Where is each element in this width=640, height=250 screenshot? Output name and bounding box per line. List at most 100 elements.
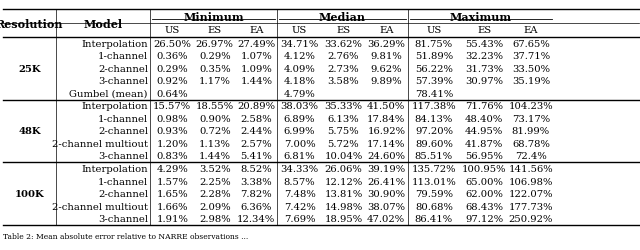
Text: 0.29%: 0.29%	[156, 64, 188, 74]
Text: 81.75%: 81.75%	[415, 40, 453, 48]
Text: 15.57%: 15.57%	[153, 102, 191, 111]
Text: 4.79%: 4.79%	[284, 90, 316, 98]
Text: 4.29%: 4.29%	[156, 164, 188, 173]
Text: 71.76%: 71.76%	[465, 102, 503, 111]
Text: 1.91%: 1.91%	[156, 214, 188, 223]
Text: 20.89%: 20.89%	[237, 102, 275, 111]
Text: 106.98%: 106.98%	[509, 177, 553, 186]
Text: 41.87%: 41.87%	[465, 140, 503, 148]
Text: 18.55%: 18.55%	[196, 102, 234, 111]
Text: 25K: 25K	[18, 64, 41, 74]
Text: 1.66%: 1.66%	[156, 202, 188, 211]
Text: 122.07%: 122.07%	[509, 189, 553, 198]
Text: 1.13%: 1.13%	[199, 140, 230, 148]
Text: 3.52%: 3.52%	[199, 164, 230, 173]
Text: 33.50%: 33.50%	[512, 64, 550, 74]
Text: 36.29%: 36.29%	[367, 40, 405, 48]
Text: 1.20%: 1.20%	[156, 140, 188, 148]
Text: 1.44%: 1.44%	[199, 152, 231, 161]
Text: Median: Median	[319, 12, 366, 22]
Text: 48K: 48K	[18, 127, 41, 136]
Text: 9.62%: 9.62%	[371, 64, 402, 74]
Text: 1.44%: 1.44%	[241, 77, 273, 86]
Text: US: US	[292, 26, 307, 35]
Text: 6.81%: 6.81%	[284, 152, 316, 161]
Text: 12.34%: 12.34%	[237, 214, 275, 223]
Text: 26.06%: 26.06%	[324, 164, 362, 173]
Text: 0.36%: 0.36%	[156, 52, 188, 61]
Text: 26.97%: 26.97%	[196, 40, 234, 48]
Text: 7.82%: 7.82%	[241, 189, 272, 198]
Text: 79.59%: 79.59%	[415, 189, 453, 198]
Text: 10.04%: 10.04%	[324, 152, 362, 161]
Text: 0.93%: 0.93%	[156, 127, 188, 136]
Text: 1.09%: 1.09%	[241, 64, 272, 74]
Text: 1.07%: 1.07%	[241, 52, 272, 61]
Text: Interpolation: Interpolation	[81, 164, 148, 173]
Text: 86.41%: 86.41%	[415, 214, 453, 223]
Text: 5.41%: 5.41%	[241, 152, 272, 161]
Text: 100K: 100K	[15, 189, 44, 198]
Text: 2.57%: 2.57%	[241, 140, 272, 148]
Text: EA: EA	[524, 26, 538, 35]
Text: 37.71%: 37.71%	[512, 52, 550, 61]
Text: 7.69%: 7.69%	[284, 214, 316, 223]
Text: 1-channel: 1-channel	[98, 114, 148, 124]
Text: 65.00%: 65.00%	[465, 177, 503, 186]
Text: 1-channel: 1-channel	[98, 177, 148, 186]
Text: 27.49%: 27.49%	[237, 40, 275, 48]
Text: 2.98%: 2.98%	[199, 214, 230, 223]
Text: 0.72%: 0.72%	[199, 127, 230, 136]
Text: 2.44%: 2.44%	[241, 127, 272, 136]
Text: 13.81%: 13.81%	[324, 189, 362, 198]
Text: 2.28%: 2.28%	[199, 189, 230, 198]
Text: 38.07%: 38.07%	[367, 202, 405, 211]
Text: 35.33%: 35.33%	[324, 102, 362, 111]
Text: 2.73%: 2.73%	[328, 64, 359, 74]
Text: 97.12%: 97.12%	[465, 214, 503, 223]
Text: 1.17%: 1.17%	[199, 77, 230, 86]
Text: 33.62%: 33.62%	[324, 40, 362, 48]
Text: 0.29%: 0.29%	[199, 52, 230, 61]
Text: 3-channel: 3-channel	[98, 214, 148, 223]
Text: 68.43%: 68.43%	[465, 202, 503, 211]
Text: Resolution: Resolution	[0, 18, 63, 30]
Text: 100.95%: 100.95%	[462, 164, 506, 173]
Text: 6.36%: 6.36%	[241, 202, 272, 211]
Text: 73.17%: 73.17%	[512, 114, 550, 124]
Text: US: US	[164, 26, 180, 35]
Text: 14.98%: 14.98%	[324, 202, 362, 211]
Text: 48.40%: 48.40%	[465, 114, 503, 124]
Text: 17.84%: 17.84%	[367, 114, 405, 124]
Text: 44.95%: 44.95%	[465, 127, 503, 136]
Text: 56.22%: 56.22%	[415, 64, 453, 74]
Text: US: US	[426, 26, 442, 35]
Text: 1.57%: 1.57%	[156, 177, 188, 186]
Text: 80.68%: 80.68%	[415, 202, 453, 211]
Text: 34.71%: 34.71%	[280, 40, 319, 48]
Text: 85.51%: 85.51%	[415, 152, 453, 161]
Text: 89.60%: 89.60%	[415, 140, 453, 148]
Text: 18.95%: 18.95%	[324, 214, 362, 223]
Text: Gumbel (mean): Gumbel (mean)	[69, 90, 148, 98]
Text: 117.38%: 117.38%	[412, 102, 456, 111]
Text: 30.97%: 30.97%	[465, 77, 503, 86]
Text: 41.50%: 41.50%	[367, 102, 405, 111]
Text: 72.4%: 72.4%	[515, 152, 547, 161]
Text: 34.33%: 34.33%	[280, 164, 319, 173]
Text: 2.25%: 2.25%	[199, 177, 230, 186]
Text: 26.50%: 26.50%	[153, 40, 191, 48]
Text: 57.39%: 57.39%	[415, 77, 453, 86]
Text: EA: EA	[379, 26, 394, 35]
Text: 2.58%: 2.58%	[241, 114, 272, 124]
Text: EA: EA	[249, 26, 264, 35]
Text: 0.35%: 0.35%	[199, 64, 230, 74]
Text: 0.64%: 0.64%	[156, 90, 188, 98]
Text: 8.57%: 8.57%	[284, 177, 316, 186]
Text: 135.72%: 135.72%	[412, 164, 456, 173]
Text: 7.42%: 7.42%	[284, 202, 316, 211]
Text: 2-channel multiout: 2-channel multiout	[52, 140, 148, 148]
Text: 6.13%: 6.13%	[328, 114, 359, 124]
Text: 84.13%: 84.13%	[415, 114, 453, 124]
Text: 0.98%: 0.98%	[156, 114, 188, 124]
